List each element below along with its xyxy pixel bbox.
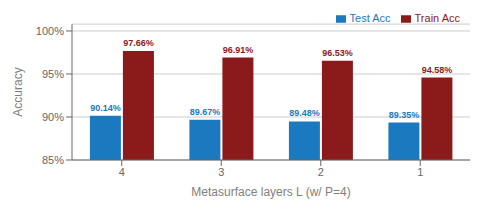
svg-text:4: 4 xyxy=(119,166,125,178)
svg-text:89.67%: 89.67% xyxy=(190,107,221,117)
svg-text:96.53%: 96.53% xyxy=(322,48,353,58)
svg-text:97.66%: 97.66% xyxy=(123,38,154,48)
svg-text:90%: 90% xyxy=(42,111,64,123)
svg-text:85%: 85% xyxy=(42,154,64,166)
svg-text:2: 2 xyxy=(318,166,324,178)
svg-text:90.14%: 90.14% xyxy=(90,103,121,113)
html-text:Train Acc: Train Acc xyxy=(414,12,460,24)
svg-text:89.35%: 89.35% xyxy=(389,110,420,120)
svg-text:Accuracy: Accuracy xyxy=(11,67,25,116)
svg-text:89.48%: 89.48% xyxy=(289,108,320,118)
svg-text:96.91%: 96.91% xyxy=(223,45,254,55)
svg-text:1: 1 xyxy=(417,166,423,178)
svg-text:95%: 95% xyxy=(42,68,64,80)
html-text:Test Acc: Test Acc xyxy=(349,12,391,24)
svg-text:3: 3 xyxy=(218,166,224,178)
svg-text:94.58%: 94.58% xyxy=(422,65,453,75)
svg-text:100%: 100% xyxy=(36,25,64,37)
svg-text:Metasurface layers L (w/ P=4): Metasurface layers L (w/ P=4) xyxy=(191,185,350,199)
